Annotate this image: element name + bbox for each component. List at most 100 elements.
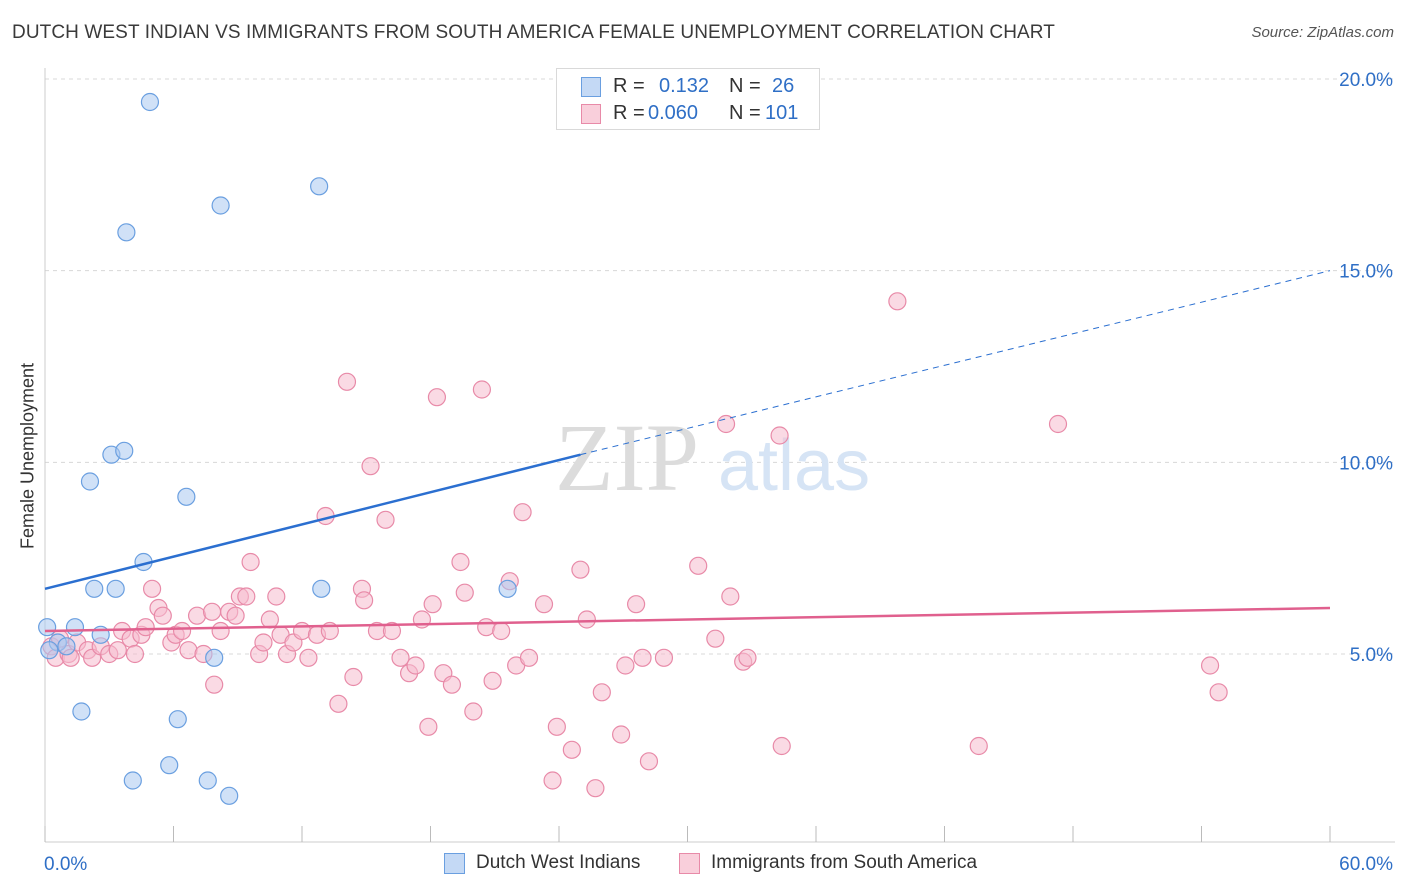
immigrant-south-america-point	[391, 648, 410, 667]
dutch-west-indian-point	[65, 618, 85, 637]
dutch-west-indian-point	[498, 579, 517, 598]
dutch-west-indian-point	[106, 579, 125, 598]
y-tick-label: 10.0%	[1339, 453, 1393, 474]
immigrant-south-america-point	[344, 667, 363, 687]
dutch-west-indian-point	[211, 196, 230, 215]
legend-n-value: 101	[765, 102, 799, 124]
immigrant-south-america-point	[202, 602, 222, 621]
immigrant-south-america-point	[888, 292, 907, 311]
immigrant-south-america-point	[211, 621, 230, 641]
legend-swatch-pink	[581, 104, 601, 124]
immigrant-south-america-point	[571, 560, 590, 579]
dutch-west-indian-point	[85, 579, 104, 598]
immigrant-south-america-point	[772, 736, 791, 756]
immigrant-south-america-point	[654, 648, 674, 667]
legend-n-label: N =	[729, 102, 761, 124]
dutch-west-indian-point	[140, 92, 160, 112]
dutch-west-indian-point	[160, 756, 179, 775]
immigrant-south-america-point	[626, 595, 646, 614]
dutch-west-indian-point	[123, 771, 142, 790]
legend-label: Immigrants from South America	[711, 852, 978, 873]
immigrant-south-america-point	[442, 675, 462, 694]
watermark-atlas: atlas	[718, 426, 870, 506]
immigrant-south-america-point	[464, 702, 483, 721]
watermark-zip: ZIP	[555, 404, 699, 511]
chart-title: DUTCH WEST INDIAN VS IMMIGRANTS FROM SOU…	[12, 22, 1055, 43]
immigrant-south-america-point	[770, 426, 789, 445]
immigrant-south-america-point	[477, 618, 496, 637]
immigrant-south-america-point	[738, 648, 757, 667]
immigrant-south-america-point	[706, 629, 725, 648]
immigrant-south-america-point	[187, 606, 207, 625]
legend-n-value: 26	[772, 75, 795, 97]
immigrant-south-america-point	[205, 675, 224, 694]
dutch-west-indian-point	[115, 441, 134, 460]
dutch-west-indian-point	[198, 771, 217, 790]
immigrant-south-america-point	[716, 414, 736, 434]
y-tick-label: 5.0%	[1350, 645, 1393, 666]
immigrant-south-america-point	[1048, 414, 1068, 434]
immigrant-south-america-point	[142, 579, 162, 598]
immigrant-south-america-point	[254, 633, 273, 652]
y-tick-label: 15.0%	[1339, 262, 1393, 283]
immigrant-south-america-point	[455, 583, 474, 602]
immigrant-south-america-point	[689, 556, 708, 575]
immigrant-south-america-point	[721, 587, 740, 606]
x-tick-label: 0.0%	[44, 854, 87, 875]
y-axis-label: Female Unemployment	[17, 362, 38, 550]
legend-n-label: N =	[729, 75, 761, 97]
legend-row-pink: R = 0.060 N = 101	[557, 102, 819, 126]
tick-label-layer: 5.0% 10.0% 15.0% 20.0% 0.0% 60.0%	[44, 70, 1393, 875]
legend-swatch-pink	[679, 853, 700, 874]
immigrant-south-america-point	[586, 779, 605, 798]
dutch-west-indian-point	[205, 648, 224, 667]
immigrant-south-america-point	[382, 621, 402, 641]
legend-row-blue: R = 0.132 N = 26	[557, 75, 819, 99]
watermark: ZIP atlas	[555, 404, 870, 511]
immigrant-south-america-point	[153, 606, 172, 625]
immigrant-south-america-point	[427, 388, 447, 407]
immigrant-south-america-point	[423, 595, 442, 614]
immigrant-south-america-point	[592, 683, 611, 702]
immigrant-south-america-point	[260, 610, 279, 629]
immigrant-south-america-point	[577, 610, 596, 629]
dutch-west-indian-point	[310, 177, 329, 196]
dutch-west-indian-point	[168, 710, 187, 729]
immigrant-south-america-point	[472, 380, 491, 399]
immigrant-south-america-point	[969, 736, 988, 756]
immigrant-south-america-point	[543, 771, 562, 790]
immigrant-south-america-point	[519, 648, 539, 667]
y-tick-label: 20.0%	[1339, 70, 1393, 91]
legend-r-label: R =	[613, 102, 645, 124]
immigrant-south-america-point	[483, 671, 502, 690]
immigrant-south-america-point	[361, 457, 380, 476]
immigrant-south-america-point	[237, 587, 256, 606]
immigrant-south-america-point	[376, 510, 395, 529]
dutch-west-indian-point	[72, 702, 91, 721]
legend-r-label: R =	[613, 75, 645, 97]
immigrant-south-america-point	[406, 656, 425, 675]
immigrant-south-america-point	[267, 587, 286, 606]
dutch-west-indian-point	[117, 223, 136, 242]
pink-trend-line	[44, 606, 1331, 633]
dutch-west-indian-point	[80, 472, 100, 491]
immigrant-south-america-point	[639, 752, 659, 771]
immigrant-south-america-point	[1209, 683, 1228, 702]
immigrant-south-america-point	[172, 621, 192, 641]
dutch-west-indian-point	[220, 786, 239, 805]
immigrant-south-america-point	[451, 552, 470, 572]
immigrant-south-america-point	[329, 694, 348, 713]
legend-swatch-blue	[444, 853, 465, 874]
immigrant-south-america-point	[179, 641, 198, 660]
axis-layer	[44, 68, 1395, 843]
immigrant-south-america-point	[108, 641, 127, 660]
immigrant-south-america-point	[612, 725, 631, 744]
immigrant-south-america-point	[513, 503, 532, 522]
source-label: Source: ZipAtlas.com	[1251, 24, 1394, 41]
immigrant-south-america-point	[299, 648, 318, 667]
blue-trend-line	[44, 453, 581, 591]
trend-layer	[44, 270, 1331, 633]
immigrant-south-america-point	[633, 648, 652, 667]
immigrant-south-america-point	[355, 591, 374, 610]
dutch-west-indian-point	[312, 579, 331, 598]
